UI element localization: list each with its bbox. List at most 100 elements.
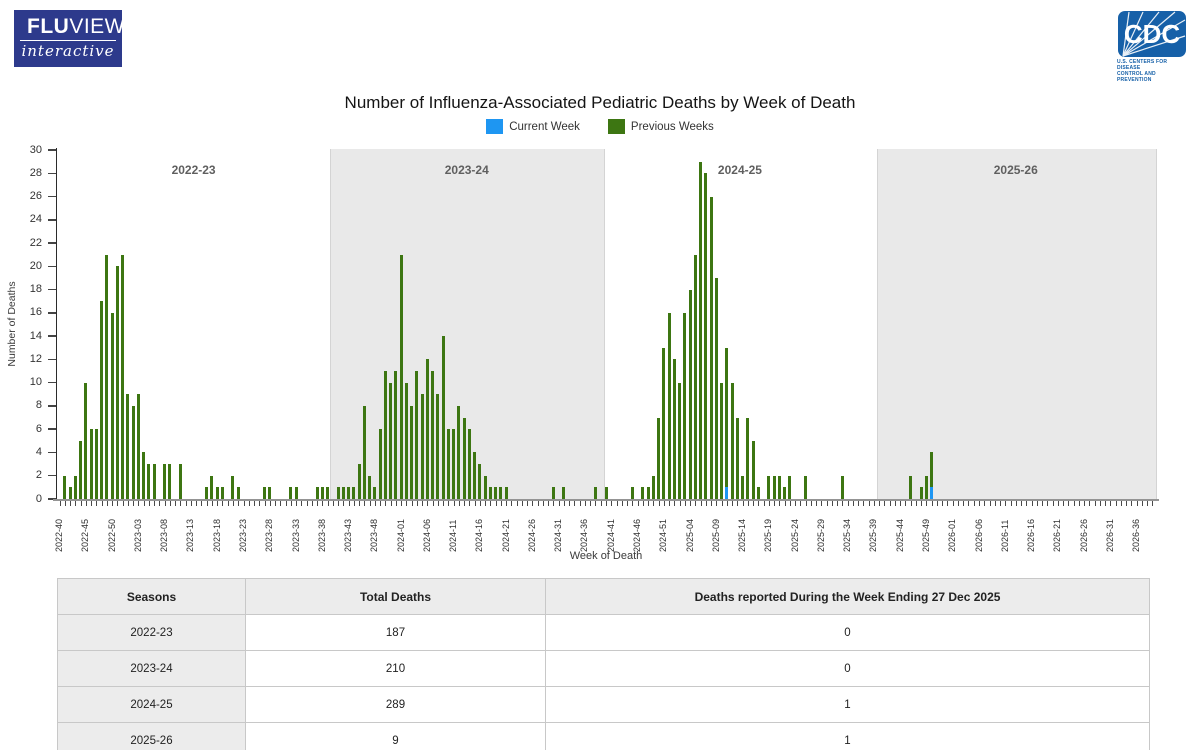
bar-2024-11[interactable] [452, 429, 456, 499]
bar-2023-04[interactable] [142, 452, 146, 499]
bar-2025-22[interactable] [783, 487, 787, 499]
bar-2024-18[interactable] [488, 487, 492, 499]
bar-2022-51[interactable] [115, 266, 119, 499]
bar-2023-21[interactable] [231, 475, 235, 499]
bar-2025-14[interactable] [741, 475, 745, 499]
bar-2024-17[interactable] [483, 475, 487, 499]
bar-2024-04[interactable] [415, 371, 419, 499]
bar-2025-48[interactable] [919, 487, 923, 499]
bar-2025-08[interactable] [709, 196, 713, 499]
bar-2024-40[interactable] [604, 487, 608, 499]
bar-2024-30[interactable] [551, 487, 555, 499]
bar-2023-02[interactable] [131, 405, 135, 499]
bar-current-2025-50[interactable] [930, 487, 934, 499]
bar-2024-03[interactable] [410, 405, 414, 499]
bar-2023-52[interactable] [394, 371, 398, 499]
bar-2025-01[interactable] [672, 359, 676, 499]
bar-2022-46[interactable] [89, 429, 93, 499]
bar-2025-21[interactable] [777, 475, 781, 499]
bar-2025-33[interactable] [840, 475, 844, 499]
bar-2023-08[interactable] [163, 464, 167, 499]
bar-2025-49[interactable] [924, 475, 928, 499]
bar-2024-05[interactable] [420, 394, 424, 499]
bar-2022-50[interactable] [110, 312, 114, 499]
bar-2023-51[interactable] [389, 382, 393, 499]
bar-2025-06[interactable] [699, 161, 703, 499]
bar-2023-09[interactable] [168, 464, 172, 499]
bar-2024-14[interactable] [467, 429, 471, 499]
bar-2023-22[interactable] [236, 487, 240, 499]
bar-2023-06[interactable] [152, 464, 156, 499]
bar-2023-48[interactable] [373, 487, 377, 499]
bar-2024-51[interactable] [662, 347, 666, 499]
bar-2025-15[interactable] [746, 417, 750, 499]
bar-2025-03[interactable] [683, 312, 687, 499]
bar-2025-07[interactable] [704, 173, 708, 499]
bar-2024-38[interactable] [593, 487, 597, 499]
bar-2023-42[interactable] [341, 487, 345, 499]
bar-2024-01[interactable] [399, 254, 403, 499]
bar-2023-03[interactable] [136, 394, 140, 499]
bar-2025-16[interactable] [751, 440, 755, 499]
bar-2023-01[interactable] [126, 394, 130, 499]
bar-2025-23[interactable] [788, 475, 792, 499]
bar-2023-44[interactable] [352, 487, 356, 499]
bar-2023-11[interactable] [178, 464, 182, 499]
bar-2025-19[interactable] [767, 475, 771, 499]
bar-2023-47[interactable] [368, 475, 372, 499]
bar-2022-44[interactable] [79, 440, 83, 499]
bar-2023-19[interactable] [220, 487, 224, 499]
bar-2024-09[interactable] [441, 336, 445, 499]
bar-2025-04[interactable] [688, 289, 692, 499]
cdc-logo[interactable]: CDC U.S. CENTERS FOR DISEASE CONTROL AND… [1117, 10, 1187, 83]
bar-2024-49[interactable] [651, 475, 655, 499]
bar-2022-47[interactable] [94, 429, 98, 499]
bar-2025-17[interactable] [756, 487, 760, 499]
bar-2023-50[interactable] [383, 371, 387, 499]
bar-2024-15[interactable] [473, 452, 477, 499]
bar-2023-43[interactable] [347, 487, 351, 499]
bar-2022-45[interactable] [84, 382, 88, 499]
bar-2023-16[interactable] [205, 487, 209, 499]
bar-2023-18[interactable] [215, 487, 219, 499]
bar-2024-07[interactable] [431, 371, 435, 499]
bar-2024-32[interactable] [562, 487, 566, 499]
bar-2024-08[interactable] [436, 394, 440, 499]
bar-2025-09[interactable] [714, 277, 718, 499]
bar-2024-48[interactable] [646, 487, 650, 499]
bar-2025-50[interactable] [930, 452, 934, 488]
bar-2023-32[interactable] [289, 487, 293, 499]
bar-2023-37[interactable] [315, 487, 319, 499]
bar-2024-12[interactable] [457, 405, 461, 499]
bar-2022-52[interactable] [121, 254, 125, 499]
bar-2023-49[interactable] [378, 429, 382, 499]
bar-2025-26[interactable] [804, 475, 808, 499]
bar-current-2025-11[interactable] [725, 487, 729, 499]
bar-2025-13[interactable] [735, 417, 739, 499]
bar-2022-41[interactable] [63, 475, 67, 499]
bar-2023-28[interactable] [268, 487, 272, 499]
bar-2024-50[interactable] [657, 417, 661, 499]
bar-2024-45[interactable] [630, 487, 634, 499]
bar-2025-10[interactable] [720, 382, 724, 499]
bar-2025-11[interactable] [725, 347, 729, 488]
bar-2024-16[interactable] [478, 464, 482, 499]
bar-2023-39[interactable] [326, 487, 330, 499]
bar-2022-48[interactable] [100, 301, 104, 499]
bar-2024-10[interactable] [446, 429, 450, 499]
bar-2023-33[interactable] [294, 487, 298, 499]
bar-2023-41[interactable] [336, 487, 340, 499]
bar-2024-20[interactable] [499, 487, 503, 499]
bar-2022-42[interactable] [68, 487, 72, 499]
bar-2023-38[interactable] [320, 487, 324, 499]
bar-2024-52[interactable] [667, 312, 671, 499]
bar-2024-02[interactable] [404, 382, 408, 499]
bar-2023-17[interactable] [210, 475, 214, 499]
bar-2025-20[interactable] [772, 475, 776, 499]
fluview-logo[interactable]: FLUVIEW interactive [14, 10, 125, 67]
bar-2025-02[interactable] [678, 382, 682, 499]
bar-2025-12[interactable] [730, 382, 734, 499]
bar-2023-05[interactable] [147, 464, 151, 499]
bar-2022-49[interactable] [105, 254, 109, 499]
bar-2024-13[interactable] [462, 417, 466, 499]
